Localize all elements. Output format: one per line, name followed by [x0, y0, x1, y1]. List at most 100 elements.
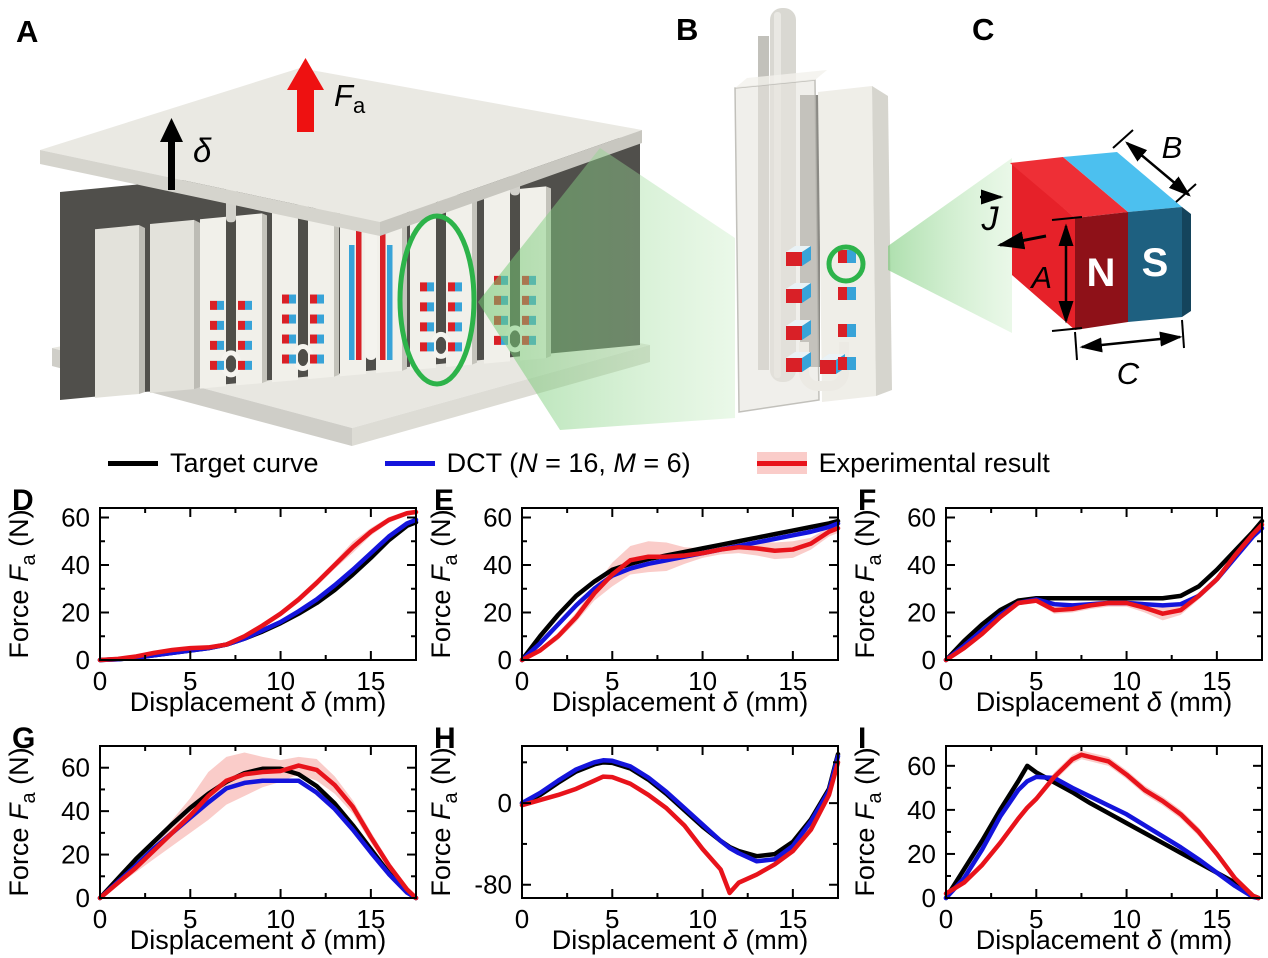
plot-box [99, 507, 417, 661]
magnet-blue-half [455, 322, 462, 332]
applied-force-arrow-icon [287, 58, 324, 132]
dim-b-arrow [1125, 141, 1191, 197]
chart-panel-g: 0 5 10 15 0 20 40 60 G Displacement δ (mm) Force F… [4, 722, 419, 955]
x-tick-label: 10 [688, 666, 717, 696]
dim-c-arrow [1079, 331, 1183, 353]
series-line-target [943, 518, 1265, 663]
slab-slot [226, 220, 236, 370]
x-tick-label: 0 [939, 904, 953, 934]
y-tick-label: -80 [474, 870, 512, 900]
panel-letter: I [858, 722, 866, 755]
magnet-blue-half [427, 302, 434, 312]
dim-c-tick-right [1181, 319, 1185, 349]
x-tick-label: 0 [939, 666, 953, 696]
magnet-blue-half [245, 300, 252, 310]
magnet-red-half [420, 342, 427, 352]
legend-item: Experimental result [756, 448, 1050, 479]
magnet-blue-half [317, 294, 324, 304]
magnet-red-half [282, 334, 289, 344]
y-tick-label: 0 [922, 645, 936, 675]
y-tick-label: 0 [498, 645, 512, 675]
slab-shell-top [735, 70, 827, 88]
dim-c-tick-left [1074, 331, 1078, 361]
plot-box [521, 745, 839, 899]
experimental-band [946, 750, 1259, 900]
dim-b-tick-bottom [1175, 183, 1197, 203]
magnet-south-face [1128, 207, 1182, 322]
center-rod [365, 212, 377, 360]
chart-panel-f: 0 5 10 15 0 20 40 60 F Displacement δ (mm) Force F… [850, 484, 1265, 717]
x-tick-label: 5 [605, 666, 619, 696]
x-tick-label: 5 [183, 904, 197, 934]
magnet-red-half [238, 360, 245, 370]
magnet-cube-front [786, 289, 802, 303]
displacement-arrow-icon [160, 118, 183, 190]
y-axis-title: Force Fa (N) [850, 747, 886, 896]
magnet-red-half [238, 320, 245, 330]
series-line-dct [943, 774, 1261, 901]
x-tick-label: 10 [1112, 904, 1141, 934]
y-tick-label: 60 [907, 503, 936, 533]
plot-box [945, 507, 1263, 661]
dim-a-tick-top [1051, 216, 1083, 221]
series-line-experimental [97, 763, 419, 901]
magnet-blue-half [847, 357, 856, 370]
magnet-red-half [420, 322, 427, 332]
slab-magnets [786, 246, 856, 374]
plot-box [521, 507, 839, 661]
x-tick-label: 5 [183, 666, 197, 696]
dim-c-label: C [1117, 356, 1140, 391]
magnet-blue-half [427, 322, 434, 332]
magnet-blue-half [217, 340, 224, 350]
magnet-blue-half [317, 354, 324, 364]
plot-box [99, 745, 417, 899]
magnet-red-half [310, 314, 317, 324]
chart-panel-d: 0 5 10 15 0 20 40 60 D Displacement δ (mm) Force F… [4, 484, 419, 717]
panel-letter: E [434, 484, 454, 517]
magnet-blue-half [317, 314, 324, 324]
magnet-cube-front [786, 252, 802, 266]
magnet-blue-half [455, 282, 462, 292]
series-line-experimental [519, 760, 841, 896]
x-tick-label: 5 [1029, 666, 1043, 696]
slab-bracket [799, 342, 849, 391]
magnet-red-half [210, 300, 217, 310]
slab-slot [436, 200, 446, 352]
x-tick-label: 15 [1202, 666, 1231, 696]
magnetization-arrow-icon [997, 231, 1047, 250]
series-line-dct [97, 517, 419, 663]
y-tick-label: 0 [76, 883, 90, 913]
top-plate-front-right [380, 130, 642, 236]
x-tick-label: 10 [266, 904, 295, 934]
experimental-band [946, 521, 1262, 661]
zoom-beam-a-to-b [478, 148, 735, 430]
panel-letter: D [12, 484, 34, 517]
magnet-stripe [356, 228, 362, 360]
magnet-blue-half [289, 314, 296, 324]
panel-letter-c: C [972, 12, 994, 47]
south-pole-label: S [1142, 241, 1169, 285]
panel-letter-a: A [16, 14, 38, 49]
y-tick-label: 40 [907, 550, 936, 580]
x-tick-label: 10 [1112, 666, 1141, 696]
legend-line [756, 461, 807, 466]
plain-slab-side [139, 225, 145, 394]
legend-label: Target curve [170, 447, 319, 478]
y-tick-label: 60 [61, 753, 90, 783]
plain-slab-side [194, 219, 200, 390]
magnet-blue-half [847, 287, 856, 300]
magnet-red-half [282, 294, 289, 304]
x-tick-label: 5 [605, 904, 619, 934]
magnet-stripe [387, 245, 393, 360]
chart-panel-i: 0 5 10 15 0 20 40 60 I Displacement δ (mm) Force F… [850, 722, 1263, 955]
y-tick-label: 20 [483, 598, 512, 628]
magnet-stripe [349, 245, 355, 360]
magnet-blue-half [217, 300, 224, 310]
x-axis-title: Displacement δ (mm) [130, 925, 387, 955]
panel-letter: G [12, 722, 35, 755]
panel-letter: F [858, 484, 876, 517]
north-pole-label: N [1087, 251, 1116, 295]
experimental-band [522, 523, 838, 662]
magnet-red-half [310, 354, 317, 364]
